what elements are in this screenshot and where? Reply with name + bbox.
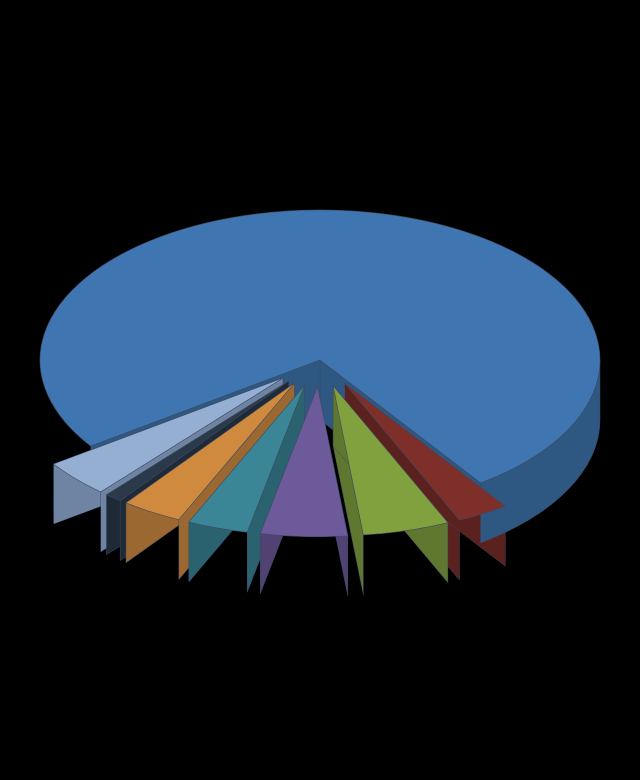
pie-chart-3d (0, 0, 640, 780)
